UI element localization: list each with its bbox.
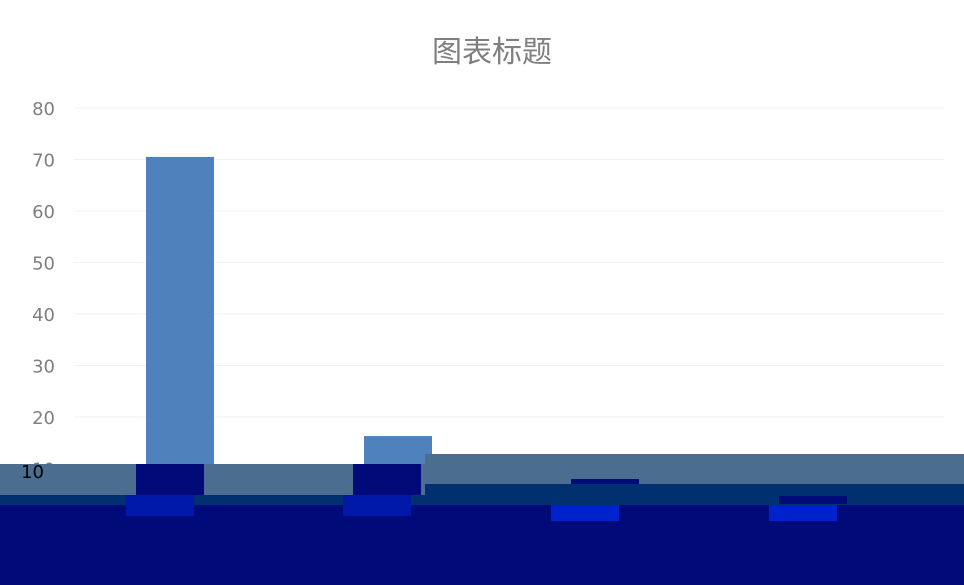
- chart-title: 图表标题: [432, 35, 552, 70]
- y-tick-label: 0: [44, 511, 55, 532]
- y-tick-label: 30: [32, 357, 55, 378]
- y-tick-label: 20: [32, 408, 55, 429]
- y-tick-label: 50: [32, 254, 55, 275]
- y-tick-label: 70: [32, 151, 55, 172]
- bar: [146, 156, 214, 521]
- y-tick-label: 80: [32, 99, 55, 120]
- bar: [364, 436, 432, 520]
- y-tick-label-overlay: 10: [21, 462, 44, 483]
- y-tick-label: 60: [32, 202, 55, 223]
- bar: [569, 484, 637, 520]
- bar: [778, 496, 846, 520]
- y-tick-label: 40: [32, 305, 55, 326]
